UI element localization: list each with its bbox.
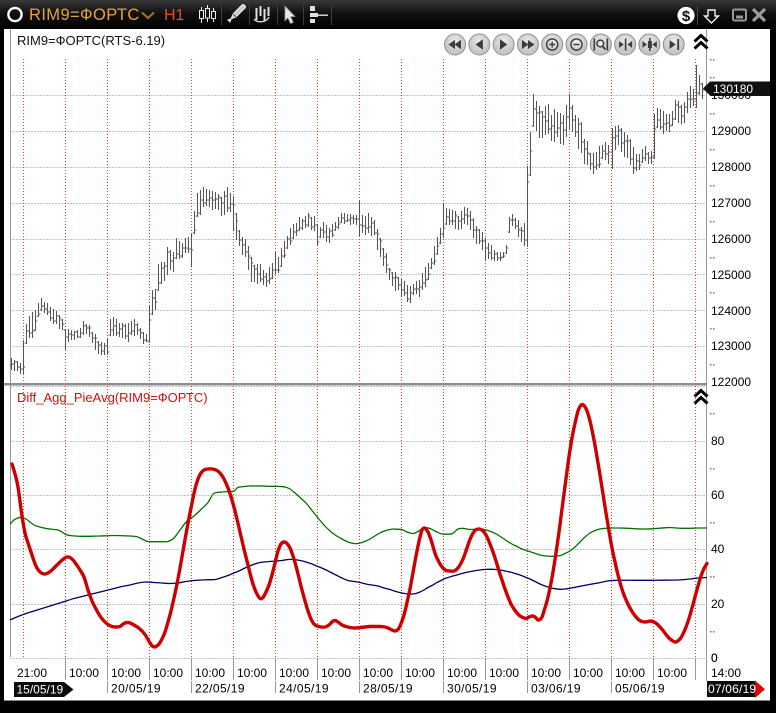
svg-text:10:00: 10:00	[195, 666, 225, 680]
svg-text:10:00: 10:00	[279, 666, 309, 680]
svg-text:15/05/19: 15/05/19	[17, 683, 64, 697]
svg-text:0: 0	[711, 651, 718, 665]
svg-text:24/05/19: 24/05/19	[279, 682, 329, 696]
svg-text:128000: 128000	[711, 160, 751, 174]
svg-text:07/06/19: 07/06/19	[708, 682, 756, 696]
svg-text:RIM9=ФОРТС: RIM9=ФОРТС	[29, 6, 140, 24]
svg-text:10:00: 10:00	[447, 666, 477, 680]
svg-text:10:00: 10:00	[405, 666, 435, 680]
svg-text:20/05/19: 20/05/19	[111, 682, 161, 696]
svg-text:124000: 124000	[711, 304, 751, 318]
svg-text:10:00: 10:00	[657, 666, 687, 680]
svg-text:10:00: 10:00	[615, 666, 645, 680]
svg-text:10:00: 10:00	[111, 666, 141, 680]
svg-text:10:00: 10:00	[69, 666, 99, 680]
svg-text:40: 40	[711, 542, 725, 556]
svg-text:10:00: 10:00	[237, 666, 267, 680]
svg-text:RIM9=ФОРТС(RTS-6.19): RIM9=ФОРТС(RTS-6.19)	[17, 33, 165, 48]
svg-text:126000: 126000	[711, 232, 751, 246]
svg-text:130180: 130180	[713, 82, 753, 96]
svg-text:05/06/19: 05/06/19	[615, 682, 665, 696]
svg-text:60: 60	[711, 488, 725, 502]
svg-text:H1: H1	[164, 7, 185, 24]
svg-text:0: 0	[711, 651, 718, 665]
svg-text:10:00: 10:00	[489, 666, 519, 680]
svg-text:10:00: 10:00	[153, 666, 183, 680]
svg-text:Diff_Agg_PieAvg(RIM9=ФОРТС): Diff_Agg_PieAvg(RIM9=ФОРТС)	[17, 390, 208, 405]
svg-text:$: $	[682, 8, 691, 25]
svg-text:20: 20	[711, 597, 725, 611]
svg-text:21:00: 21:00	[17, 666, 47, 680]
svg-text:129000: 129000	[711, 124, 751, 138]
svg-text:30/05/19: 30/05/19	[447, 682, 497, 696]
svg-text:125000: 125000	[711, 268, 751, 282]
svg-text:10:00: 10:00	[363, 666, 393, 680]
svg-text:22/05/19: 22/05/19	[195, 682, 245, 696]
svg-text:80: 80	[711, 434, 725, 448]
svg-text:10:00: 10:00	[531, 666, 561, 680]
svg-text:14:00: 14:00	[711, 666, 741, 680]
svg-text:03/06/19: 03/06/19	[531, 682, 581, 696]
svg-text:28/05/19: 28/05/19	[363, 682, 413, 696]
svg-text:10:00: 10:00	[321, 666, 351, 680]
svg-text:127000: 127000	[711, 196, 751, 210]
svg-text:122000: 122000	[711, 375, 751, 389]
svg-text:10:00: 10:00	[573, 666, 603, 680]
svg-text:123000: 123000	[711, 339, 751, 353]
